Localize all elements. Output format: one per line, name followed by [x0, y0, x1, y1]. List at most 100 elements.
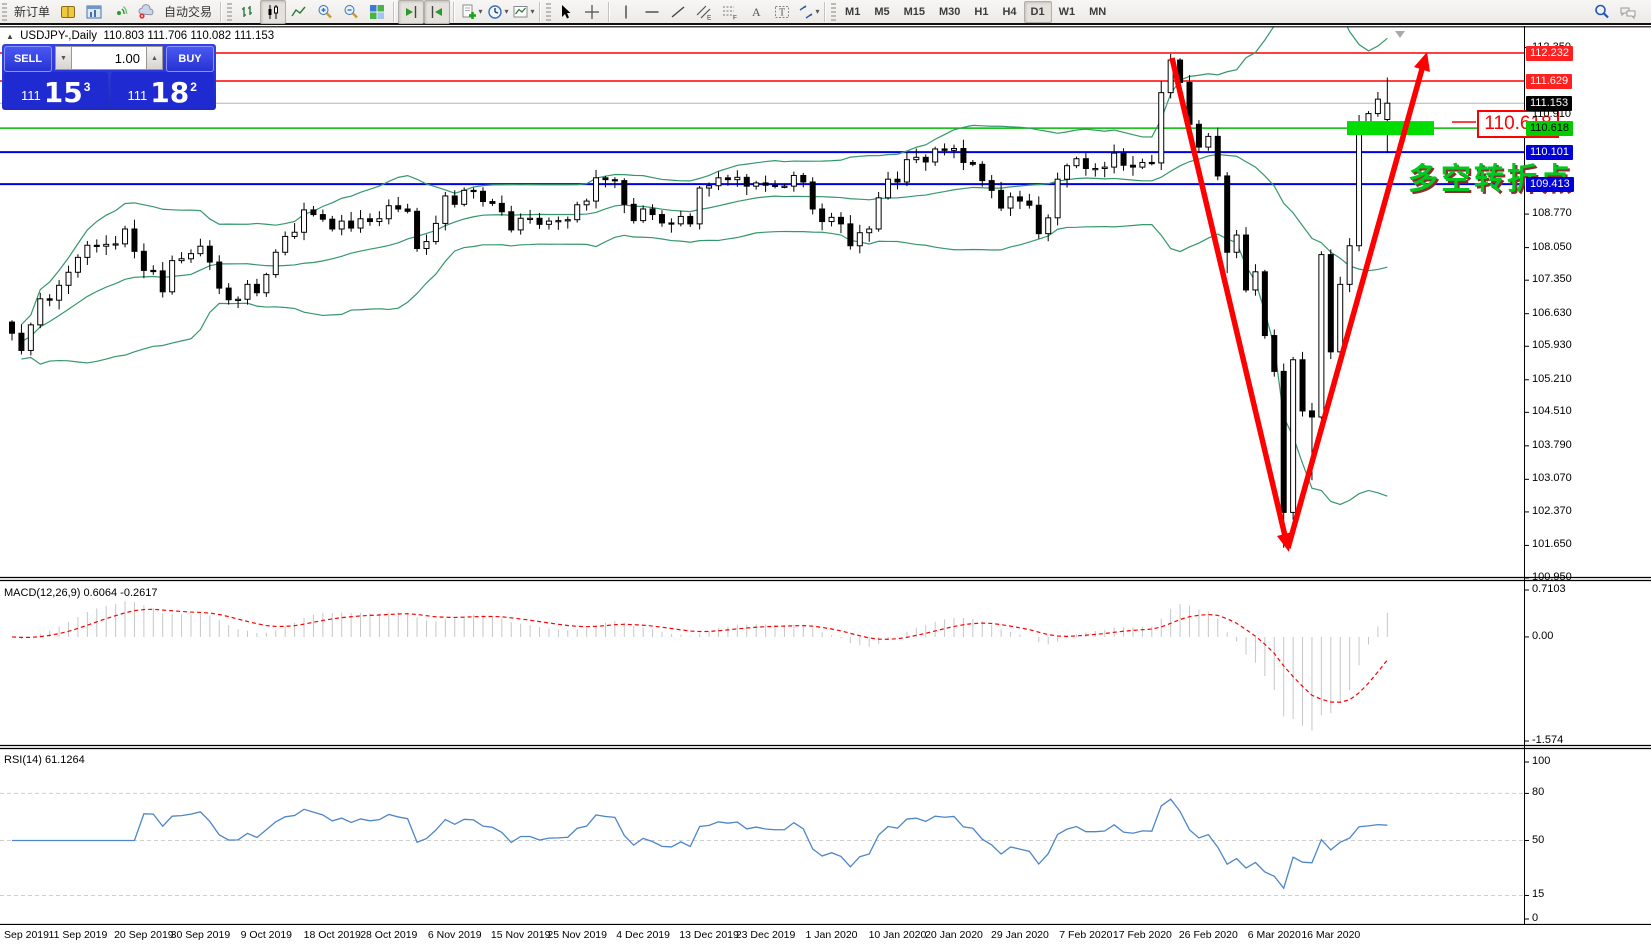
volume-increase-button[interactable]: ▲: [146, 46, 163, 70]
timeframe-w1[interactable]: W1: [1058, 5, 1076, 18]
annotation-text[interactable]: 多空转折点: [1408, 162, 1573, 197]
svg-text:A: A: [752, 5, 761, 19]
date-label: 28 Oct 2019: [360, 929, 418, 941]
cursor-icon[interactable]: [553, 0, 579, 24]
chevron-down-icon[interactable]: ▾: [478, 7, 483, 16]
date-label: Sep 2019: [4, 929, 49, 941]
volume-decrease-button[interactable]: ▼: [55, 46, 72, 70]
tile-windows-icon[interactable]: [364, 0, 390, 24]
date-label: 4 Dec 2019: [616, 929, 670, 941]
sell-price-small: 111: [21, 88, 41, 103]
buy-button[interactable]: BUY: [166, 46, 214, 72]
date-label: 20 Sep 2019: [114, 929, 174, 941]
autotrade-button[interactable]: 自动交易: [159, 0, 217, 24]
date-label: 1 Jan 2020: [805, 929, 858, 941]
toolbar-separator: [539, 1, 542, 22]
timeframe-h4[interactable]: H4: [1002, 5, 1017, 18]
new-order-button[interactable]: 新订单: [9, 0, 55, 24]
text-icon[interactable]: A: [743, 0, 769, 24]
date-label: 11 Sep 2019: [48, 929, 108, 941]
date-label: 20 Jan 2020: [925, 929, 983, 941]
autotrade-label: 自动交易: [164, 5, 213, 19]
signal-icon[interactable]: [107, 0, 133, 24]
price-flag-label[interactable]: 110.618: [1477, 110, 1559, 138]
buy-price-small: 111: [127, 88, 148, 103]
toolbar-right-group: [1589, 0, 1641, 24]
toolbar-grip[interactable]: [2, 2, 7, 21]
date-label: 9 Oct 2019: [240, 929, 293, 941]
candlestick-icon[interactable]: [260, 0, 287, 24]
svg-text:E: E: [707, 14, 712, 21]
bar-chart-icon[interactable]: [234, 0, 260, 24]
indicators-add-icon[interactable]: ▾: [458, 0, 484, 24]
horizontal-line-icon[interactable]: [639, 0, 665, 24]
periods-clock-icon[interactable]: ▾: [484, 0, 510, 24]
chevron-down-icon[interactable]: ▾: [504, 7, 509, 16]
svg-text:F: F: [733, 14, 737, 21]
toolbar-grip[interactable]: [831, 2, 837, 21]
date-label: 26 Feb 2020: [1178, 929, 1238, 941]
zoom-in-icon[interactable]: [312, 0, 338, 24]
date-label: 6 Nov 2019: [427, 929, 482, 941]
toolbar-separator: [393, 1, 396, 22]
date-label: 17 Feb 2020: [1112, 929, 1172, 941]
volume-input[interactable]: 1.00: [72, 46, 146, 70]
shift-chart-icon[interactable]: [398, 0, 425, 24]
date-label: 29 Jan 2020: [991, 929, 1049, 941]
timeframe-m30[interactable]: M30: [939, 5, 961, 18]
volume-stepper: ▼ 1.00 ▲: [55, 46, 163, 70]
buy-price-big: 18: [150, 76, 190, 109]
search-icon[interactable]: [1589, 0, 1615, 24]
templates-icon[interactable]: ▾: [510, 0, 536, 24]
one-click-trading-panel: SELL ▼ 1.00 ▲ BUY 111 15 3 111: [2, 44, 216, 110]
channel-icon[interactable]: E: [691, 0, 717, 24]
timeframe-m5[interactable]: M5: [874, 5, 890, 18]
chevron-down-icon[interactable]: ▾: [815, 7, 820, 16]
sell-price-sup: 3: [83, 80, 91, 94]
svg-text:T: T: [779, 7, 785, 18]
timeframe-m15[interactable]: M15: [903, 5, 925, 18]
toolbar-grip[interactable]: [546, 2, 552, 21]
toolbar-grip[interactable]: [227, 2, 233, 21]
timeframe-bar: M1 M5 M15 M30 H1 H4 D1 W1 MN: [838, 0, 1113, 23]
fibonacci-icon[interactable]: F: [717, 0, 743, 24]
vertical-line-icon[interactable]: [613, 0, 639, 24]
journal-icon[interactable]: [55, 0, 81, 24]
timeframe-h1[interactable]: H1: [974, 5, 989, 18]
crosshair-icon[interactable]: [579, 0, 605, 24]
chart-canvas[interactable]: [0, 26, 1651, 925]
sell-price-big: 15: [43, 76, 83, 109]
line-chart-icon[interactable]: [286, 0, 312, 24]
arrows-icon[interactable]: ▾: [795, 0, 821, 24]
zoom-out-icon[interactable]: [338, 0, 364, 24]
chart-window-icon[interactable]: [81, 0, 107, 24]
timeframe-mn[interactable]: MN: [1089, 5, 1107, 18]
toolbar-separator: [824, 1, 827, 22]
chat-icon[interactable]: [1615, 0, 1641, 24]
date-label: 16 Mar 2020: [1301, 929, 1361, 941]
timeframe-d1[interactable]: D1: [1023, 0, 1052, 23]
timeframe-m1[interactable]: M1: [845, 5, 861, 18]
label-icon[interactable]: T: [769, 0, 795, 24]
date-label: 30 Sep 2019: [170, 929, 231, 941]
toolbar-separator: [453, 1, 456, 22]
buy-price-sup: 2: [190, 80, 197, 94]
buy-price[interactable]: 111 18 2: [110, 72, 214, 109]
chevron-down-icon[interactable]: ▾: [530, 7, 535, 16]
sell-price[interactable]: 111 15 3: [4, 72, 108, 108]
date-label: 25 Nov 2019: [547, 929, 607, 941]
toolbar-separator: [608, 1, 611, 22]
new-order-label: 新订单: [14, 5, 51, 19]
date-label: 18 Oct 2019: [303, 929, 361, 941]
date-label: 7 Feb 2020: [1059, 929, 1113, 941]
toolbar-separator: [220, 1, 223, 22]
date-label: 6 Mar 2020: [1247, 929, 1301, 941]
auto-scroll-icon[interactable]: [424, 0, 451, 24]
autotrade-cloud-icon[interactable]: [133, 0, 159, 24]
date-label: 10 Jan 2020: [868, 929, 927, 941]
sell-button[interactable]: SELL: [4, 46, 52, 72]
date-label: 13 Dec 2019: [679, 929, 739, 941]
trendline-icon[interactable]: [665, 0, 691, 24]
chart-area: ▲ USDJPY-,Daily 110.803 111.706 110.082 …: [0, 26, 1651, 946]
